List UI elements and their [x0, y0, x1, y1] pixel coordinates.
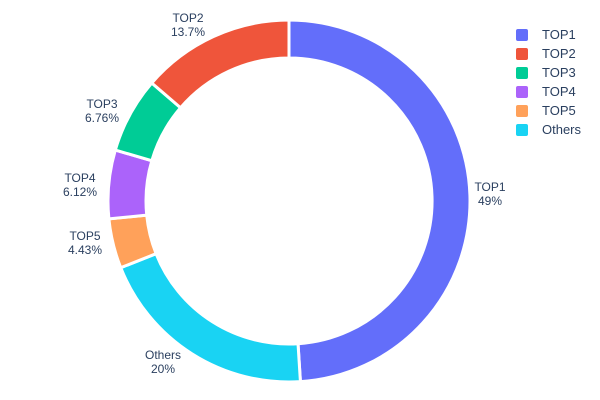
- legend-swatch-others: [516, 123, 528, 136]
- slice-label-top3: TOP3 6.76%: [85, 97, 119, 125]
- slice-label-others: Others 20%: [145, 348, 181, 376]
- legend-swatch-top4: [516, 85, 528, 98]
- legend-swatch-top3: [516, 66, 528, 79]
- donut-slices: [106, 18, 472, 384]
- slice-label-top5: TOP5 4.43%: [68, 229, 102, 257]
- pie-slice-top1[interactable]: [287, 18, 472, 384]
- legend: TOP1 TOP2 TOP3 TOP4 TOP5 Others: [516, 25, 581, 139]
- legend-item-top3[interactable]: TOP3: [516, 63, 581, 82]
- legend-item-top5[interactable]: TOP5: [516, 101, 581, 120]
- legend-swatch-top1: [516, 28, 528, 41]
- slice-label-top1: TOP1 49%: [474, 180, 505, 208]
- legend-swatch-top2: [516, 47, 528, 60]
- legend-item-others[interactable]: Others: [516, 120, 581, 139]
- slice-label-top4: TOP4 6.12%: [63, 171, 97, 199]
- legend-label-top4: TOP4: [542, 84, 576, 99]
- slice-label-top2: TOP2 13.7%: [171, 11, 205, 39]
- pie-slice-others[interactable]: [118, 251, 303, 384]
- legend-label-top3: TOP3: [542, 65, 576, 80]
- pie-slice-top2[interactable]: [149, 18, 291, 110]
- legend-label-top5: TOP5: [542, 103, 576, 118]
- legend-label-others: Others: [542, 122, 582, 137]
- legend-item-top4[interactable]: TOP4: [516, 82, 581, 101]
- legend-label-top2: TOP2: [542, 46, 576, 61]
- legend-item-top1[interactable]: TOP1: [516, 25, 581, 44]
- legend-item-top2[interactable]: TOP2: [516, 44, 581, 63]
- legend-label-top1: TOP1: [542, 27, 576, 42]
- slice-labels: TOP1 49% TOP2 13.7% TOP3 6.76% TOP4 6.12% TOP5 4.…: [63, 11, 506, 376]
- legend-swatch-top5: [516, 104, 528, 117]
